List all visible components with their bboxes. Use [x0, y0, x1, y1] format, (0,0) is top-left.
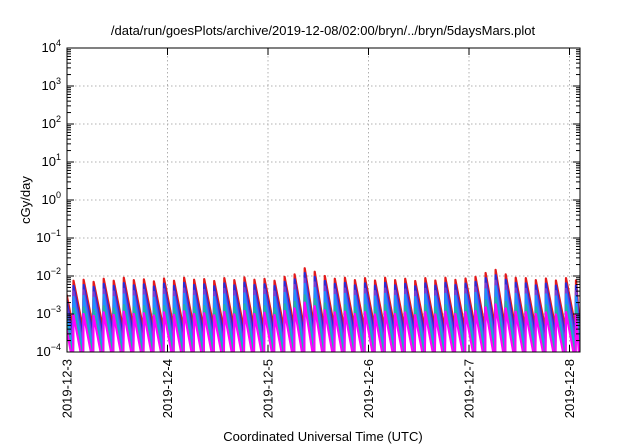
x-tick-label: 2019-12-8	[562, 359, 577, 418]
x-tick-label: 2019-12-7	[462, 359, 477, 418]
y-tick-label: 101	[42, 152, 61, 169]
y-tick-label: 10−1	[36, 228, 61, 245]
y-axis-label-group: cGy/day	[18, 176, 33, 224]
y-tick-label: 102	[42, 114, 61, 131]
x-tick-label: 2019-12-6	[361, 359, 376, 418]
y-tick-label: 103	[42, 76, 61, 93]
y-tick-label: 100	[42, 190, 61, 207]
axis-ticks: 10−4 10−3 10−2 10−1 100 101 102 103 104 2019-12-3…	[36, 38, 580, 418]
x-tick-label: 2019-12-3	[60, 359, 75, 418]
x-tick-label: 2019-12-4	[160, 359, 175, 418]
x-axis-label: Coordinated Universal Time (UTC)	[223, 429, 422, 444]
y-tick-label: 10−2	[36, 266, 61, 283]
x-tick-label: 2019-12-5	[261, 359, 276, 418]
chart-title: /data/run/goesPlots/archive/2019-12-08/0…	[111, 23, 536, 38]
y-tick-label: 104	[42, 38, 61, 55]
y-tick-label: 10−3	[36, 304, 61, 321]
y-tick-label: 10−4	[36, 342, 61, 359]
series-group	[67, 267, 580, 352]
y-axis-label: cGy/day	[18, 176, 33, 224]
